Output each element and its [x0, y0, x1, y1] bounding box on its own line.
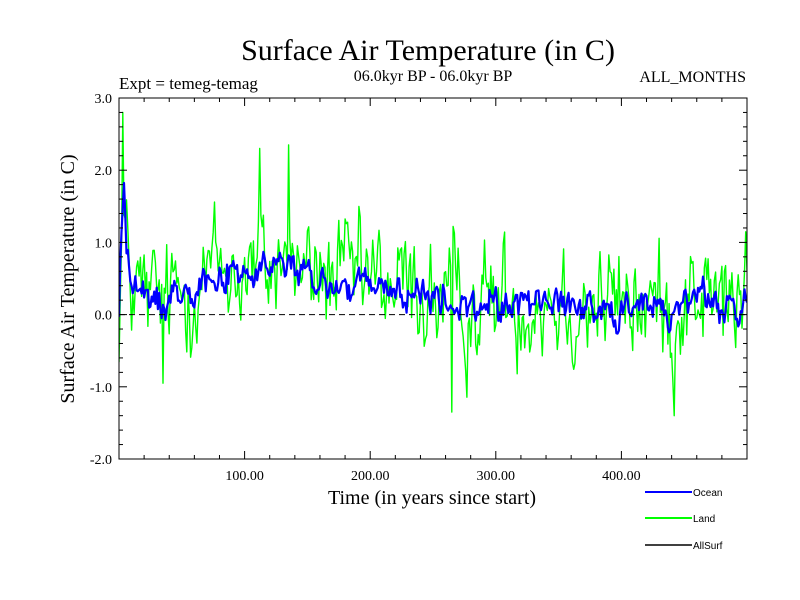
y-tick-label: 1.0	[95, 236, 113, 251]
y-tick-label: -2.0	[90, 453, 112, 468]
legend-item-ocean: Ocean	[645, 488, 722, 499]
y-axis-label: Surface Air Temperature (in C)	[57, 154, 79, 403]
chart-subtitle-months: ALL_MONTHS	[639, 69, 746, 86]
axis-ticks: -2.0 -1.0 0.0 1.0 2.0 3.0 100.00 200.00 300.00 40…	[90, 92, 747, 484]
series-line-land	[119, 111, 747, 417]
x-tick-label: 200.00	[351, 469, 390, 484]
legend-label-land: Land	[693, 514, 715, 525]
chart-subtitle-expt: Expt = temeg-temag	[119, 74, 258, 93]
x-tick-label: 400.00	[602, 469, 641, 484]
plot-frame	[118, 97, 748, 460]
series-line-ocean	[119, 181, 747, 335]
legend-item-allsurf: AllSurf	[645, 541, 723, 552]
legend-item-land: Land	[645, 514, 715, 525]
chart-subtitle-period: 06.0kyr BP - 06.0kyr BP	[354, 68, 513, 85]
chart-title: Surface Air Temperature (in C)	[241, 34, 615, 67]
x-tick-label: 300.00	[477, 469, 516, 484]
x-axis-label: Time (in years since start)	[328, 487, 536, 509]
legend: Ocean Land AllSurf	[645, 488, 723, 552]
legend-label-allsurf: AllSurf	[693, 541, 723, 552]
x-tick-label: 100.00	[225, 469, 264, 484]
y-tick-label: 2.0	[95, 164, 113, 179]
y-tick-label: 3.0	[95, 92, 113, 107]
y-tick-label: -1.0	[90, 381, 112, 396]
series-layer	[119, 111, 747, 417]
legend-label-ocean: Ocean	[693, 488, 722, 499]
y-tick-label: 0.0	[95, 309, 113, 324]
